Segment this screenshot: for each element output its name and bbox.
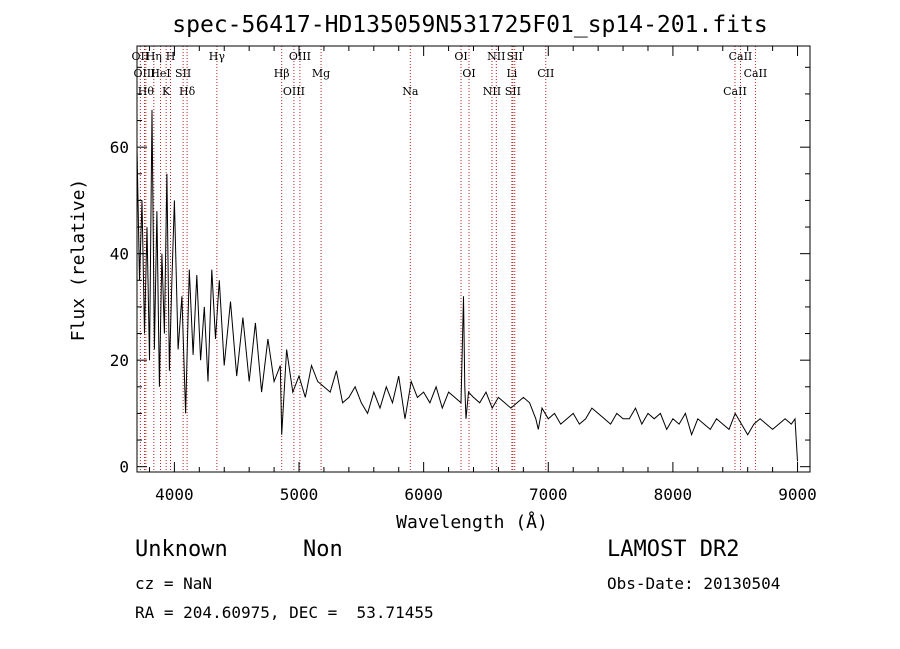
x-tick-label: 8000	[654, 485, 693, 504]
spectral-line-label: CaII	[723, 85, 747, 98]
spectral-line-label: NII	[487, 50, 505, 63]
spectral-line-label: H	[166, 50, 176, 63]
spectral-line-label: Na	[402, 85, 419, 98]
spectral-line-label: SII	[507, 50, 523, 63]
spectral-line-label: Hγ	[209, 50, 226, 63]
line-marker-group	[139, 46, 756, 472]
spectral-line-label: HeI	[150, 67, 170, 80]
y-tick-label: 20	[110, 351, 129, 370]
x-tick-label: 9000	[778, 485, 817, 504]
ra-dec-coordinates: RA = 204.60975, DEC = 53.71455	[135, 603, 434, 622]
spectral-line-label: K	[162, 85, 171, 98]
y-tick-label: 0	[119, 458, 129, 477]
spectral-line-label: NII	[483, 85, 501, 98]
spectral-line-label: Mg	[312, 67, 330, 80]
spectral-line-label: OI	[454, 50, 467, 63]
spectral-line-label: Hβ	[274, 67, 290, 80]
x-axis-label: Wavelength (Å)	[396, 511, 548, 533]
spectral-line-label: SII	[505, 85, 521, 98]
spectral-class-label: Unknown	[135, 537, 228, 562]
x-tick-label: 5000	[280, 485, 319, 504]
spectral-line-label: OI	[462, 67, 475, 80]
y-axis-label: Flux (relative)	[68, 179, 89, 342]
y-tick-group: 0 20 40 60	[110, 66, 810, 477]
x-tick-label: 4000	[155, 485, 194, 504]
y-tick-label: 60	[110, 138, 129, 157]
spectral-line-label: CaII	[729, 50, 753, 63]
spectral-line-label: OIII	[133, 67, 155, 80]
spectral-line-label: Li	[506, 67, 517, 80]
spectral-line-label: CaII	[744, 67, 768, 80]
chart-title: spec-56417-HD135059N531725F01_sp14-201.f…	[172, 12, 767, 38]
x-tick-label: 6000	[404, 485, 443, 504]
spectral-line-label: OIII	[289, 50, 311, 63]
spectral-line-label: SII	[175, 67, 191, 80]
spectral-line-label: OIII	[283, 85, 305, 98]
survey-label: LAMOST DR2	[607, 537, 740, 562]
spectral-line-label: Hδ	[179, 85, 196, 98]
spectral-subclass-label: Non	[303, 537, 343, 562]
observation-date: Obs-Date: 20130504	[607, 574, 781, 593]
line-label-group: OIIOIIIHθHηHeIKHSIIHδHγHβOIIIOIIIMgNaOIO…	[132, 50, 768, 98]
plot-frame	[136, 45, 811, 473]
x-tick-group: 4000 5000 6000 7000 8000 9000	[148, 46, 817, 504]
spectrum-line	[136, 109, 798, 462]
redshift-cz: cz = NaN	[135, 574, 213, 593]
y-tick-label: 40	[110, 245, 129, 264]
spectral-line-label: OII	[132, 50, 150, 63]
spectral-line-label: CII	[537, 67, 554, 80]
x-tick-label: 7000	[529, 485, 568, 504]
spectral-line-label: Hη	[146, 50, 162, 63]
spectral-line-label: Hθ	[138, 85, 155, 98]
